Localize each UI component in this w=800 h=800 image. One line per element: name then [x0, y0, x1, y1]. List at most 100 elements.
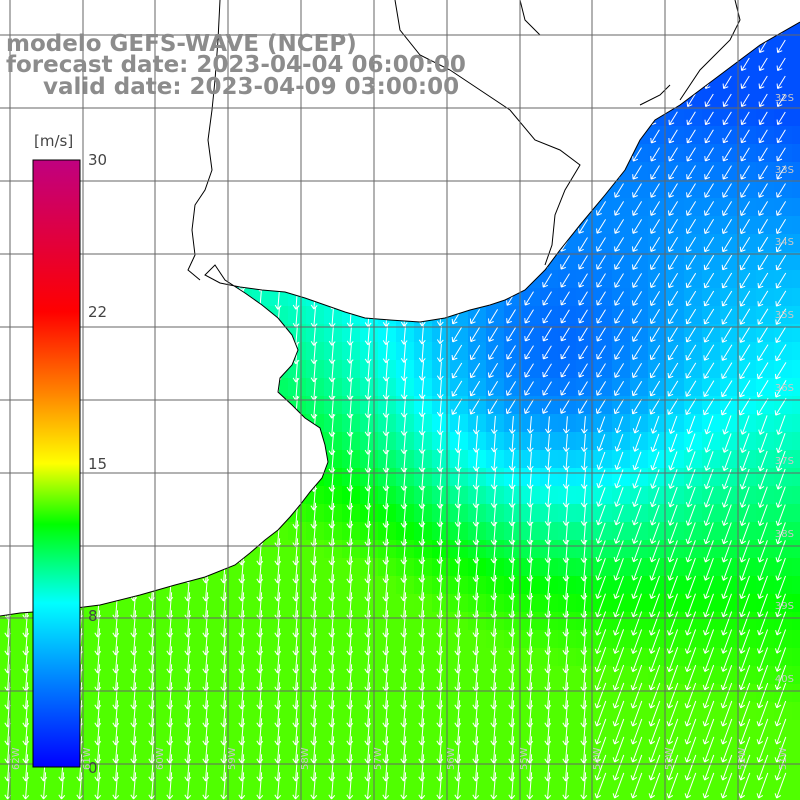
- wind-cell: [540, 666, 559, 685]
- lon-label: 60W: [155, 747, 166, 770]
- wind-cell: [396, 648, 415, 667]
- wind-cell: [756, 792, 775, 800]
- lat-label: 37S: [774, 456, 794, 467]
- wind-cell: [792, 432, 800, 451]
- wind-arrow: [649, 291, 661, 306]
- wind-cell: [666, 648, 685, 667]
- wind-cell: [576, 702, 595, 721]
- wind-cell: [774, 630, 793, 649]
- wind-cell: [756, 612, 775, 631]
- wind-arrow: [436, 325, 444, 345]
- wind-arrow: [490, 451, 498, 471]
- wind-cell: [396, 630, 415, 649]
- wind-arrow: [757, 308, 769, 325]
- wind-cell: [54, 792, 73, 800]
- wind-cell: [630, 774, 649, 793]
- wind-arrow: [685, 219, 697, 234]
- wind-cell: [396, 774, 415, 793]
- wind-cell: [738, 720, 757, 739]
- wind-cell: [774, 684, 793, 703]
- wind-arrow: [703, 272, 715, 289]
- wind-cell: [720, 432, 739, 451]
- wind-cell: [684, 702, 703, 721]
- wind-arrow: [758, 183, 768, 198]
- wind-cell: [288, 666, 307, 685]
- wind-cell: [468, 396, 487, 415]
- wind-cell: [738, 630, 757, 649]
- wind-cell: [558, 360, 577, 379]
- wind-arrow: [721, 380, 733, 398]
- wind-arrow: [542, 345, 552, 360]
- wind-cell: [36, 792, 55, 800]
- wind-cell: [198, 648, 217, 667]
- wind-cell: [378, 558, 397, 577]
- wind-arrow: [650, 183, 660, 198]
- wind-cell: [486, 738, 505, 757]
- wind-cell: [720, 558, 739, 577]
- wind-cell: [180, 720, 199, 739]
- wind-cell: [324, 522, 343, 541]
- wind-cell: [684, 720, 703, 739]
- wind-arrow: [508, 433, 516, 453]
- wind-arrow: [488, 327, 499, 342]
- wind-cell: [756, 486, 775, 505]
- wind-cell: [216, 720, 235, 739]
- wind-arrow: [775, 290, 787, 307]
- wind-cell: [522, 774, 541, 793]
- wind-arrow: [596, 363, 606, 378]
- wind-arrow: [614, 434, 624, 452]
- wind-cell: [720, 702, 739, 721]
- wind-cell: [432, 756, 451, 775]
- wind-cell: [126, 738, 145, 757]
- wind-cell: [576, 720, 595, 739]
- wind-cell: [306, 576, 325, 595]
- wind-cell: [792, 144, 800, 163]
- wind-cell: [630, 648, 649, 667]
- wind-arrow: [560, 345, 570, 360]
- wind-arrow: [649, 380, 661, 397]
- wind-arrow: [703, 362, 715, 379]
- wind-arrow: [542, 327, 552, 342]
- wind-arrow: [506, 327, 516, 342]
- wind-arrow: [740, 93, 750, 108]
- wind-cell: [198, 612, 217, 631]
- wind-cell: [648, 648, 667, 667]
- wind-cell: [792, 288, 800, 307]
- wind-cell: [792, 234, 800, 253]
- wind-arrow: [668, 147, 678, 162]
- wind-cell: [0, 738, 19, 757]
- wind-cell: [198, 738, 217, 757]
- wind-arrow: [650, 415, 660, 434]
- wind-arrow: [632, 147, 642, 162]
- lat-label: 38S: [774, 529, 794, 540]
- wind-cell: [162, 648, 181, 667]
- wind-cell: [720, 360, 739, 379]
- wind-cell: [630, 612, 649, 631]
- wind-cell: [306, 648, 325, 667]
- wind-cell: [252, 792, 271, 800]
- wind-cell: [342, 558, 361, 577]
- wind-cell: [288, 576, 307, 595]
- wind-arrow: [776, 93, 786, 108]
- wind-cell: [504, 648, 523, 667]
- wind-cell: [324, 702, 343, 721]
- wind-cell: [252, 576, 271, 595]
- wind-cell: [288, 756, 307, 775]
- wind-cell: [324, 540, 343, 559]
- wind-arrow: [526, 416, 534, 434]
- wind-cell: [684, 594, 703, 613]
- wind-arrow: [472, 415, 480, 435]
- wind-cell: [738, 684, 757, 703]
- wind-cell: [756, 342, 775, 361]
- wind-cell: [378, 684, 397, 703]
- wind-arrow: [632, 165, 642, 180]
- wind-arrow: [776, 433, 786, 454]
- wind-cell: [684, 558, 703, 577]
- wind-cell: [378, 576, 397, 595]
- wind-cell: [198, 756, 217, 775]
- lon-label: 53W: [664, 747, 675, 770]
- wind-cell: [288, 612, 307, 631]
- wind-arrow: [775, 326, 787, 343]
- wind-arrow: [526, 451, 534, 471]
